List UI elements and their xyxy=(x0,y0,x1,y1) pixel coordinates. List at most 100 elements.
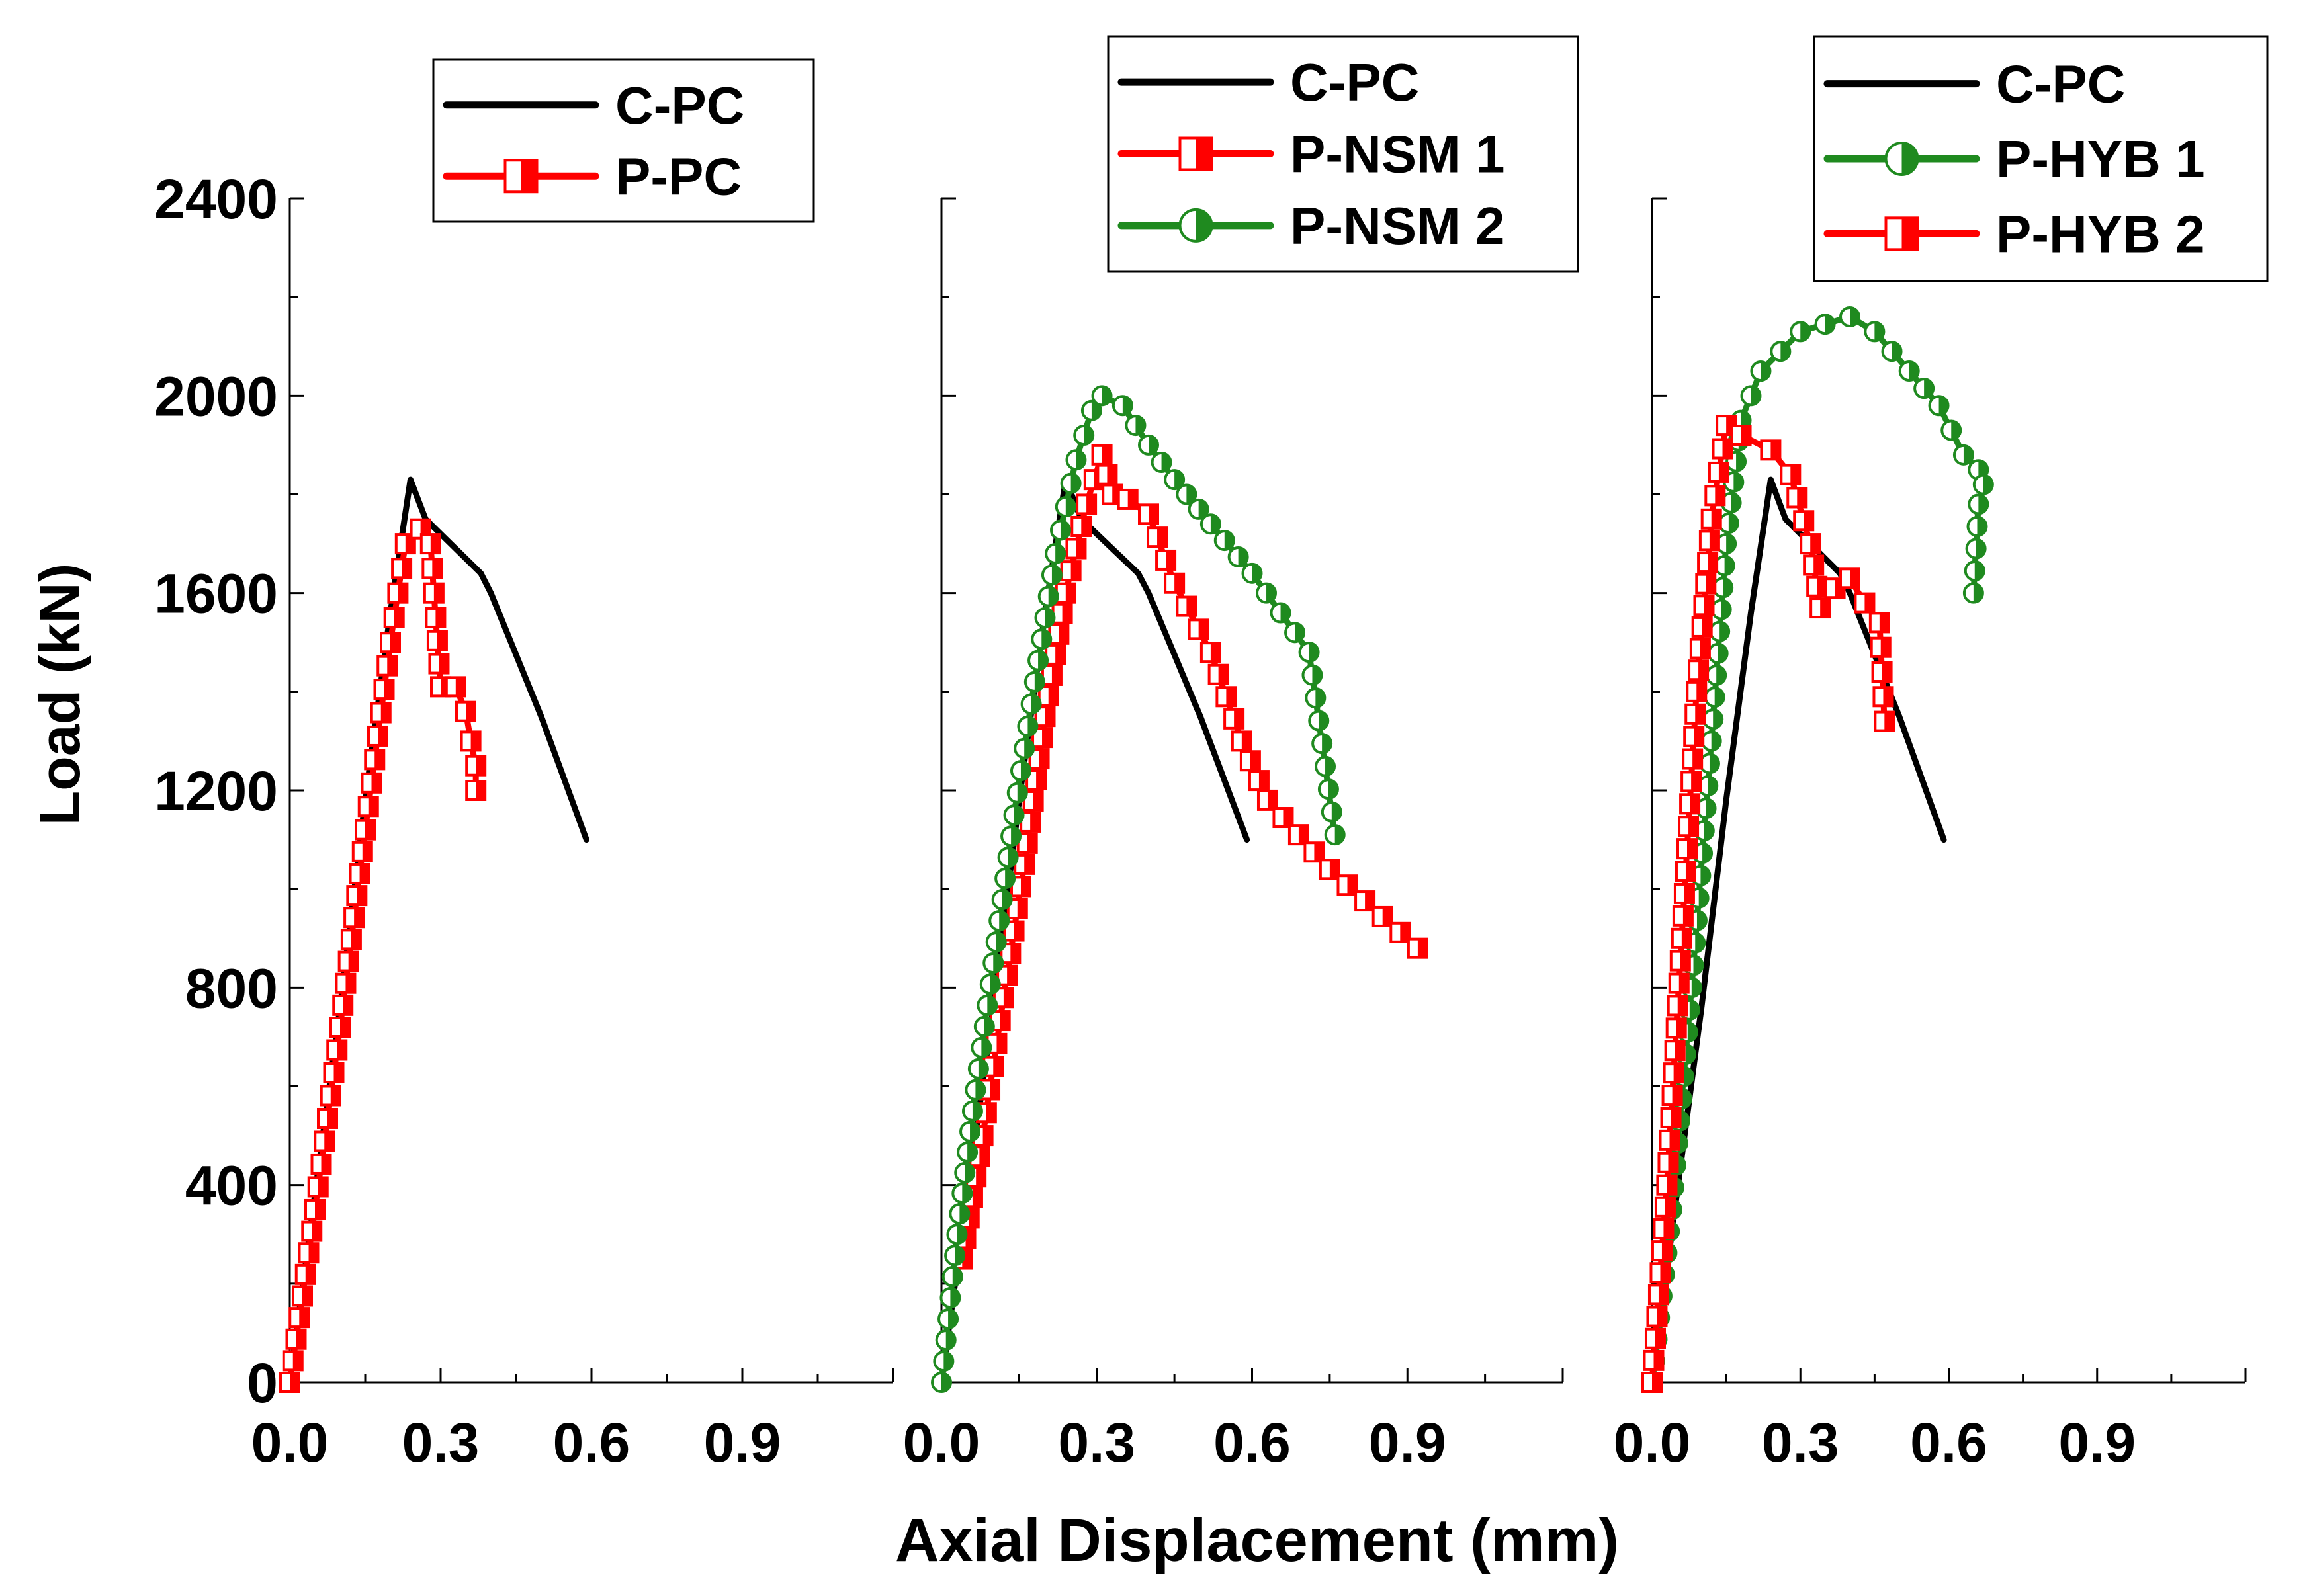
square-marker xyxy=(282,1350,304,1372)
square-marker xyxy=(996,964,1018,986)
circle-marker xyxy=(1966,515,1988,537)
circle-marker xyxy=(1284,622,1306,644)
circle-marker xyxy=(1138,434,1159,456)
square-marker xyxy=(1371,905,1393,927)
square-marker xyxy=(1646,1306,1668,1327)
square-marker xyxy=(1708,461,1729,483)
circle-marker xyxy=(1707,642,1729,664)
legend-box xyxy=(432,58,815,223)
square-marker xyxy=(1215,686,1237,708)
circle-marker xyxy=(1045,543,1066,564)
circle-marker xyxy=(941,1266,963,1288)
x-tick-label: 0.6 xyxy=(1213,1411,1291,1474)
square-marker xyxy=(1809,597,1831,619)
square-marker xyxy=(1643,1349,1665,1371)
circle-marker xyxy=(1315,755,1336,777)
circle-marker xyxy=(1176,483,1197,505)
circle-marker xyxy=(1790,321,1811,343)
square-marker xyxy=(314,1130,335,1152)
square-marker xyxy=(1336,874,1358,896)
square-marker xyxy=(288,1307,310,1329)
series-line-p-nsm-2 xyxy=(938,392,1338,1386)
square-marker xyxy=(1868,612,1890,634)
circle-marker xyxy=(1317,778,1339,800)
square-marker xyxy=(421,558,443,579)
square-marker xyxy=(1660,1107,1682,1128)
circle-marker xyxy=(1049,519,1071,541)
circle-marker xyxy=(1006,782,1028,804)
circle-marker xyxy=(1023,671,1045,693)
circle-marker xyxy=(1928,395,1950,417)
circle-marker xyxy=(1080,399,1102,421)
series-p-nsm-2 xyxy=(931,385,1346,1393)
square-marker xyxy=(1700,508,1722,530)
circle-marker xyxy=(1041,564,1063,586)
circle-marker xyxy=(1770,341,1792,362)
circle-marker xyxy=(1700,730,1722,752)
square-marker xyxy=(1272,807,1294,829)
square-marker xyxy=(1239,750,1261,772)
square-marker xyxy=(1051,603,1073,624)
series-p-hyb-2 xyxy=(1641,415,1895,1393)
circle-marker xyxy=(949,1203,971,1225)
square-marker xyxy=(301,1220,323,1242)
x-tick-label: 0.3 xyxy=(1762,1411,1839,1474)
square-marker xyxy=(1076,493,1098,515)
square-marker xyxy=(1199,642,1221,663)
circle-marker xyxy=(951,1183,973,1204)
square-marker xyxy=(1060,560,1082,582)
series-p-pc xyxy=(279,518,487,1393)
circle-marker xyxy=(1301,664,1323,686)
circle-marker xyxy=(1164,469,1186,491)
square-marker xyxy=(1303,841,1325,863)
circle-marker xyxy=(1037,585,1059,607)
square-marker xyxy=(1704,485,1726,507)
circle-marker xyxy=(1010,760,1031,782)
square-marker xyxy=(1287,824,1309,846)
square-marker xyxy=(292,1285,313,1307)
square-marker xyxy=(1786,487,1808,509)
square-marker xyxy=(1248,770,1270,792)
circle-marker xyxy=(1839,306,1860,327)
circle-marker xyxy=(939,1287,961,1309)
square-marker xyxy=(1657,1152,1679,1173)
square-marker xyxy=(1684,703,1706,725)
square-marker xyxy=(1188,618,1209,640)
square-marker xyxy=(1678,816,1700,837)
circle-marker xyxy=(1034,607,1056,628)
circle-marker xyxy=(997,847,1019,868)
square-marker xyxy=(1147,526,1168,548)
circle-marker xyxy=(1884,142,1919,176)
circle-marker xyxy=(1940,419,1962,441)
square-marker xyxy=(423,582,445,604)
square-marker xyxy=(1647,1284,1669,1306)
circle-marker xyxy=(1864,321,1886,343)
square-marker xyxy=(355,819,376,841)
square-marker xyxy=(1664,1040,1686,1062)
square-marker xyxy=(1354,890,1376,912)
circle-marker xyxy=(994,868,1016,890)
square-marker xyxy=(304,1198,326,1220)
square-marker xyxy=(1138,503,1159,525)
square-marker xyxy=(387,582,409,604)
square-marker xyxy=(376,655,398,677)
circle-marker xyxy=(1968,493,1989,515)
legend-label-p-hyb-2: P-HYB 2 xyxy=(1996,204,2205,263)
circle-marker xyxy=(946,1224,968,1245)
square-marker xyxy=(1389,921,1411,943)
square-marker xyxy=(1667,995,1688,1017)
square-marker xyxy=(1675,861,1696,882)
square-marker xyxy=(1872,686,1894,708)
y-tick-label: 0 xyxy=(247,1352,278,1414)
square-marker xyxy=(1672,905,1694,927)
y-tick-label: 2400 xyxy=(154,168,278,230)
square-marker xyxy=(370,702,392,724)
square-marker xyxy=(361,772,382,794)
square-marker xyxy=(972,1125,994,1147)
circle-marker xyxy=(1055,496,1076,518)
circle-marker xyxy=(1725,450,1747,472)
square-marker xyxy=(1669,950,1691,972)
square-marker xyxy=(1407,937,1428,959)
circle-marker xyxy=(1324,824,1346,846)
square-marker xyxy=(1070,515,1092,537)
